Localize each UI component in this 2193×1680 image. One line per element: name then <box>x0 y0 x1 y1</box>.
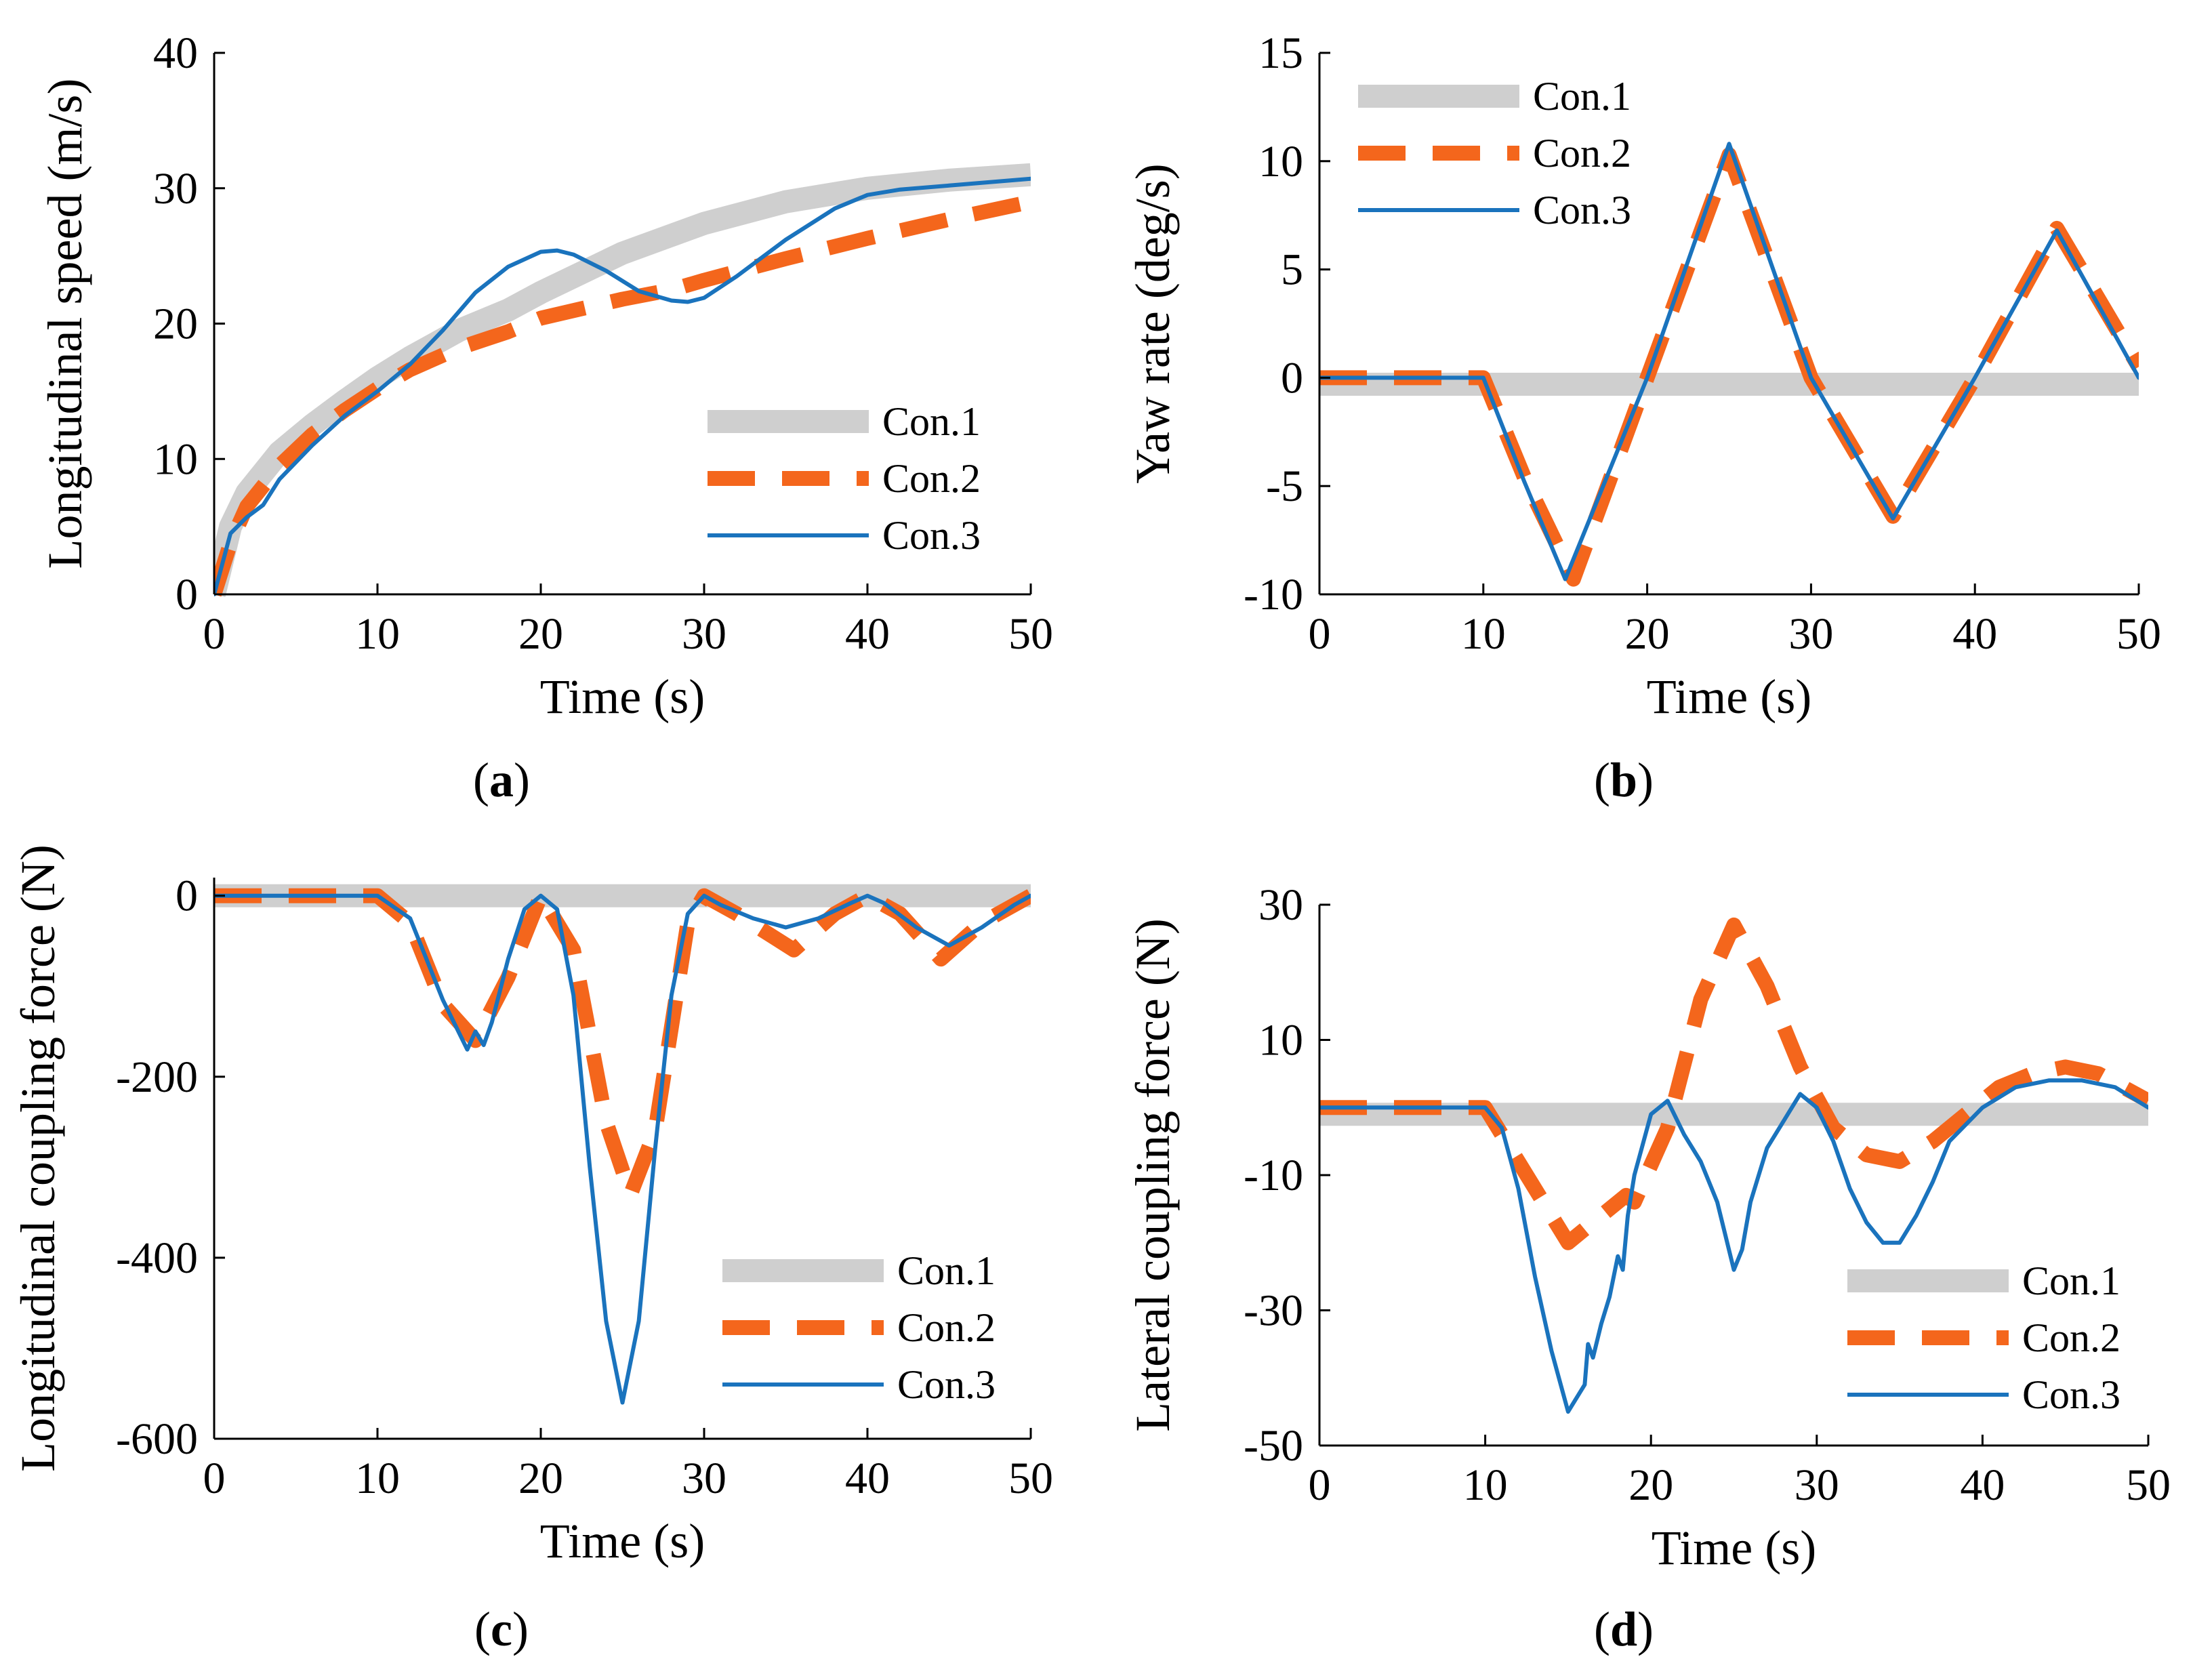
y-tick-label: 0 <box>1281 353 1303 403</box>
y-tick-label: 10 <box>1258 137 1303 186</box>
series-con3-line <box>214 893 1031 1405</box>
x-tick-label: 50 <box>1008 1454 1053 1503</box>
panel-a: 0 10 20 30 40 0 10 20 30 40 50 Time (s) Longitudinal… <box>38 28 1053 807</box>
y-tick-label: 20 <box>153 300 198 349</box>
series-group <box>214 163 1031 597</box>
x-tick-label: 0 <box>203 1454 226 1503</box>
x-tick-label: 20 <box>1625 609 1670 659</box>
series-con3-line <box>1319 1078 2148 1414</box>
legend-label: Con.3 <box>2022 1372 2120 1417</box>
series-con2-line <box>214 888 1031 1202</box>
series-con2-line <box>1319 917 2148 1250</box>
legend-label: Con.1 <box>882 399 981 444</box>
legend: Con.1 Con.2 Con.3 <box>1358 74 1631 232</box>
series-con3-line <box>214 176 1031 596</box>
legend: Con.1 Con.2 Con.3 <box>1847 1258 2120 1417</box>
y-tick-label: -400 <box>116 1233 198 1283</box>
legend-label: Con.1 <box>2022 1258 2120 1303</box>
y-tick-label: 10 <box>153 434 198 484</box>
x-tick-label: 0 <box>203 609 226 659</box>
series-group <box>1319 917 2148 1414</box>
x-tick-label: 30 <box>682 1454 726 1503</box>
x-tick-label: 40 <box>845 1454 890 1503</box>
y-tick-label: 40 <box>153 28 198 78</box>
y-tick-label: 0 <box>176 872 198 921</box>
y-tick-label: 5 <box>1281 245 1303 295</box>
series-con2-line <box>214 194 1031 597</box>
x-tick-label: 20 <box>518 1454 563 1503</box>
series-con1-line <box>214 163 1031 597</box>
x-tick-label: 10 <box>1461 609 1506 659</box>
x-axis-label: Time (s) <box>1647 670 1811 724</box>
x-tick-label: 40 <box>1952 609 1997 659</box>
y-tick-label: 10 <box>1258 1016 1303 1065</box>
panel-c: -600 -400 -200 0 0 10 20 30 40 50 Time (s) Longitud… <box>11 844 1053 1656</box>
y-tick-label: -10 <box>1244 570 1303 619</box>
y-tick-label: 15 <box>1258 28 1303 78</box>
series-con3-line <box>1319 142 2139 581</box>
x-tick-label: 0 <box>1309 609 1331 659</box>
legend: Con.1 Con.2 Con.3 <box>722 1248 996 1407</box>
legend-label: Con.1 <box>897 1248 996 1293</box>
y-tick-label: -200 <box>116 1052 198 1102</box>
x-tick-label: 20 <box>1628 1460 1673 1510</box>
series-group <box>214 884 1031 1405</box>
y-tick-label: 0 <box>176 570 198 619</box>
panel-caption: (d) <box>1594 1602 1654 1656</box>
x-axis-label: Time (s) <box>540 1514 705 1568</box>
x-tick-label: 30 <box>1788 609 1833 659</box>
legend-label: Con.1 <box>1533 74 1631 119</box>
legend-label: Con.3 <box>897 1362 996 1407</box>
y-axis-label: Lateral coupling force (N) <box>1126 918 1180 1432</box>
y-axis-label: Yaw rate (deg/s) <box>1126 163 1180 484</box>
x-tick-label: 10 <box>355 609 400 659</box>
x-tick-label: 30 <box>682 609 726 659</box>
panel-d: -50 -30 -10 10 30 0 10 20 30 40 50 Time (s) Lateral … <box>1126 880 2171 1656</box>
x-tick-label: 10 <box>355 1454 400 1503</box>
legend-label: Con.2 <box>897 1305 996 1350</box>
legend-label: Con.2 <box>1533 131 1631 176</box>
legend-label: Con.2 <box>2022 1315 2120 1360</box>
y-tick-label: 30 <box>1258 880 1303 930</box>
y-tick-label: 30 <box>153 164 198 213</box>
x-tick-label: 40 <box>1960 1460 2005 1510</box>
legend: Con.1 Con.2 Con.3 <box>708 399 981 558</box>
x-tick-label: 50 <box>2116 609 2161 659</box>
panel-caption: (b) <box>1594 753 1654 807</box>
x-tick-label: 10 <box>1463 1460 1508 1510</box>
x-axis-label: Time (s) <box>1652 1521 1816 1575</box>
legend-label: Con.3 <box>882 513 981 558</box>
y-tick-label: -30 <box>1244 1286 1303 1336</box>
panel-caption: (a) <box>473 753 530 807</box>
x-tick-label: 50 <box>1008 609 1053 659</box>
y-axis-label: Longitudinal speed (m/s) <box>38 79 92 569</box>
panel-caption: (c) <box>474 1602 529 1656</box>
y-tick-label: -5 <box>1266 462 1303 511</box>
panel-b: -10 -5 0 5 10 15 0 10 20 30 40 50 Time (s) Yaw rate (… <box>1126 28 2161 807</box>
x-tick-label: 50 <box>2126 1460 2171 1510</box>
series-group <box>1319 142 2139 587</box>
series-con2-line <box>1319 147 2139 587</box>
x-tick-label: 0 <box>1309 1460 1331 1510</box>
y-tick-label: -50 <box>1244 1421 1303 1471</box>
legend-label: Con.3 <box>1533 188 1631 232</box>
y-tick-label: -10 <box>1244 1151 1303 1200</box>
y-tick-label: -600 <box>116 1414 198 1464</box>
y-axis-label: Longitudinal coupling force (N) <box>11 844 65 1472</box>
x-tick-label: 20 <box>518 609 563 659</box>
x-tick-label: 30 <box>1795 1460 1839 1510</box>
legend-label: Con.2 <box>882 456 981 501</box>
x-tick-label: 40 <box>845 609 890 659</box>
x-axis-label: Time (s) <box>540 670 705 724</box>
